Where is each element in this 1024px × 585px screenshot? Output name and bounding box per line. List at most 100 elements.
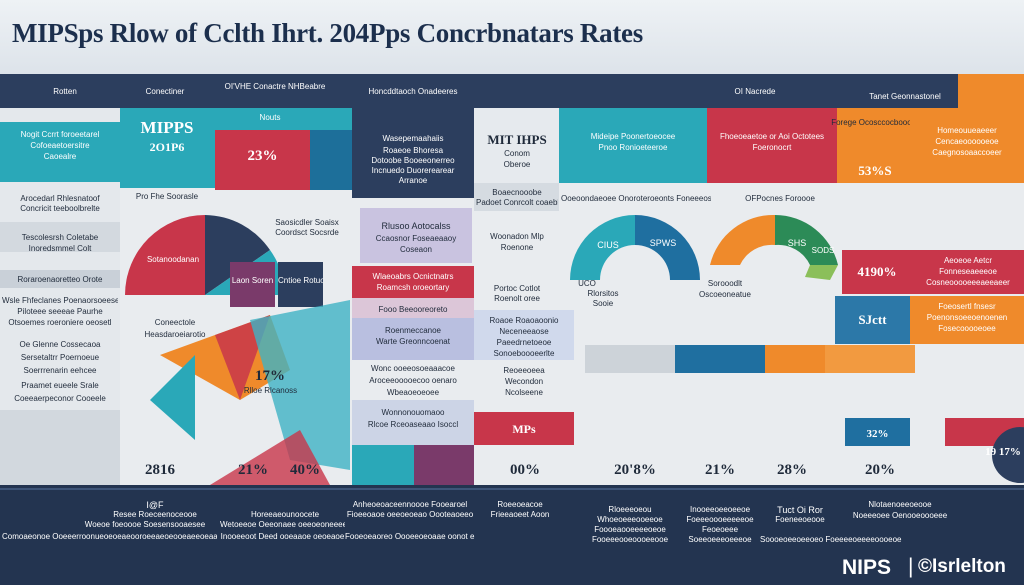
bottom-percent-4: 00% [510,462,540,478]
mips-panel [120,108,215,188]
navy-list-2: Roenmeccanoe [384,326,442,335]
footer-c4-line-1: Frieeaoeet Aoon [490,510,550,519]
navy-line-3: Incnuedo Duorerearear [371,166,455,175]
right-small-blue [845,418,910,446]
right-orange-right [910,108,1024,183]
navy-list-1: Fooo Beeooreoreto [378,305,448,314]
band-col5: OI Nacrede [734,87,776,96]
left-line-8: Otsoemes roeroniere oeosetl [8,318,112,327]
left-line-13: Coeeaerpeconor Cooeele [14,394,106,403]
right-orange-low [910,296,1024,344]
right-percent: 53%S [858,163,892,178]
right-bottom-percent: 32% [866,428,889,440]
small-box-a-label: Laon Soren [231,276,274,285]
footer-c1-title: I@F [146,500,164,510]
col3-label-2: Heasdaroeiarotio [144,330,206,339]
footer-c1-line-2: Woeoe foeoooe Soesensooaesee [84,520,206,529]
top-band [0,74,1024,108]
gauge-red-header [707,108,837,183]
left-teal-line2: Cofoeaetoersitre [30,141,90,150]
navy-card-2-line1: Roamcsh oroeortary [376,283,450,292]
gauge-teal-label: Mideipe Poonertoeocee [590,132,676,141]
navy-heading: Wasepemaahaiis [382,134,444,143]
gauge2-green-arc [775,215,838,265]
mid-sub2: Oberoe [503,160,531,169]
right-line-1: Homeouueaeeer [937,126,997,135]
bottom-percent-2: 21% [238,462,268,478]
bar-orange [765,345,825,373]
footer-c8-line-1: Noeeeoee Oenooeoooeee [852,511,948,520]
mips-title: MIPPS [140,118,194,137]
left-line-11: Soerrrenarin eehcee [23,366,97,375]
gauge2-lime-wedge [805,265,838,280]
footer-c3-line-2: Fooeoeaoreo Oooeeoeoaae oonot ere [345,532,475,541]
gauge2-orange-arc [710,214,775,265]
right-mid-percent: 4190% [857,264,897,279]
footer-c1-line-1: Resee Roeceenoceooe [113,510,197,519]
footer-logo-right: ©Isrlelton [918,556,1006,577]
pie1-red-slice [125,215,205,295]
diagonal-shapes [150,300,350,485]
band-col3: OI'VHE Conactre NHBeabre [224,82,326,91]
footer-c4-title: Roeeoeacoe [497,500,543,509]
gauge1-blue-arc [635,215,700,280]
col3-label-3: Rlloe Rlcanoss [243,386,298,395]
footer-c3-title: Anheoeoaceennoooe Fooearoel [352,500,468,509]
footer-line [0,488,1024,490]
small-box-b [278,262,323,307]
footer-c6-line-1: Foeeeoooeeeeeoe [686,515,754,524]
diag-teal-1 [150,355,195,440]
right-mid-line-2: Cosneooooeeeaeeaeer [926,278,1010,287]
bottom-percent-1: 2816 [145,462,175,478]
mid-red-block [474,412,574,445]
gauge1-label-b: SPWS [649,238,677,248]
right-mid-line-1: Fonneseaeeeoe [939,267,997,276]
footer-c8-title: Nlotaenoeeoeooe [868,500,932,509]
mid-line-2: Padoet Conrcolt coaeble [476,198,558,207]
band-col1: Rotten [53,87,77,96]
bar-orange-light [825,345,915,373]
red-box-blue-side [310,130,352,190]
bottom-percent-7: 28% [777,462,807,478]
footer-c5-line-1: Whoeoeeeooeeoe [597,515,663,524]
pie1-mid: Saosicdler Soaisx [275,218,339,227]
gauge2-label-a: SHS [787,238,807,248]
mid-line-8: Neceneeaose [499,327,549,336]
col3-17: 17% [255,368,285,384]
footer-c5-title: Rloeeeoeou [608,505,652,514]
pie1-mid2: Coordsct Socsrde [275,228,339,237]
footer-c3-line-1: Fioeeoaoe oeeoeoeao Oooteaoeeo [346,510,474,519]
right-blue-block [835,296,910,344]
left-line-4: Inoredsmmel Colt [28,244,92,253]
mid-line-11: Reoeeoeea [503,366,545,375]
bar-blue [675,345,765,373]
red-box [215,130,310,190]
navy-card-1-line2: Coseaon [399,245,433,254]
right-low-line-1: Poenonsoeeoenoenen [926,313,1008,322]
band-orange-block [958,74,1024,108]
navy-panel [352,108,474,198]
mid-line-1: Boaecnooobe [492,188,542,197]
mid-list-block [474,310,574,360]
footer-c2-line-2: Inooeeoot Deed ooeaaoe oeoeaoe [220,532,345,541]
right-low-line-2: Fosecooooeoee [938,324,996,333]
header-bar [0,0,1024,74]
dial-circle [992,427,1024,483]
gauge-red-sub: Foeronocrt [752,143,792,152]
gauge2-label-b: SODS [811,246,835,255]
left-line-12: Praamet eueele Srale [21,381,99,390]
bottom-percent-6: 21% [705,462,735,478]
right-line-3: Caegnosoaaccoeer [932,148,1002,157]
gauge1-teal-arc [570,215,635,280]
footer-logo-left: NIPS [842,556,892,579]
mid-line-12: Wecondon [504,377,544,386]
navy-card-2 [352,266,474,298]
right-header: Forege Ocosccocbooore [831,118,919,127]
diag-teal-2 [250,300,350,470]
gauge-under2: OFPocnes Foroooe [745,194,815,203]
bottom-percent-3: 40% [290,462,320,478]
footer-c6-title: Inooeeoeeoeeoe [689,505,751,514]
navy-card-1-title: Rlusoo Aotocalss [381,221,451,231]
mid-sub: Conom [504,149,530,158]
right-low-title: Foeosertl fnsesr [938,302,996,311]
